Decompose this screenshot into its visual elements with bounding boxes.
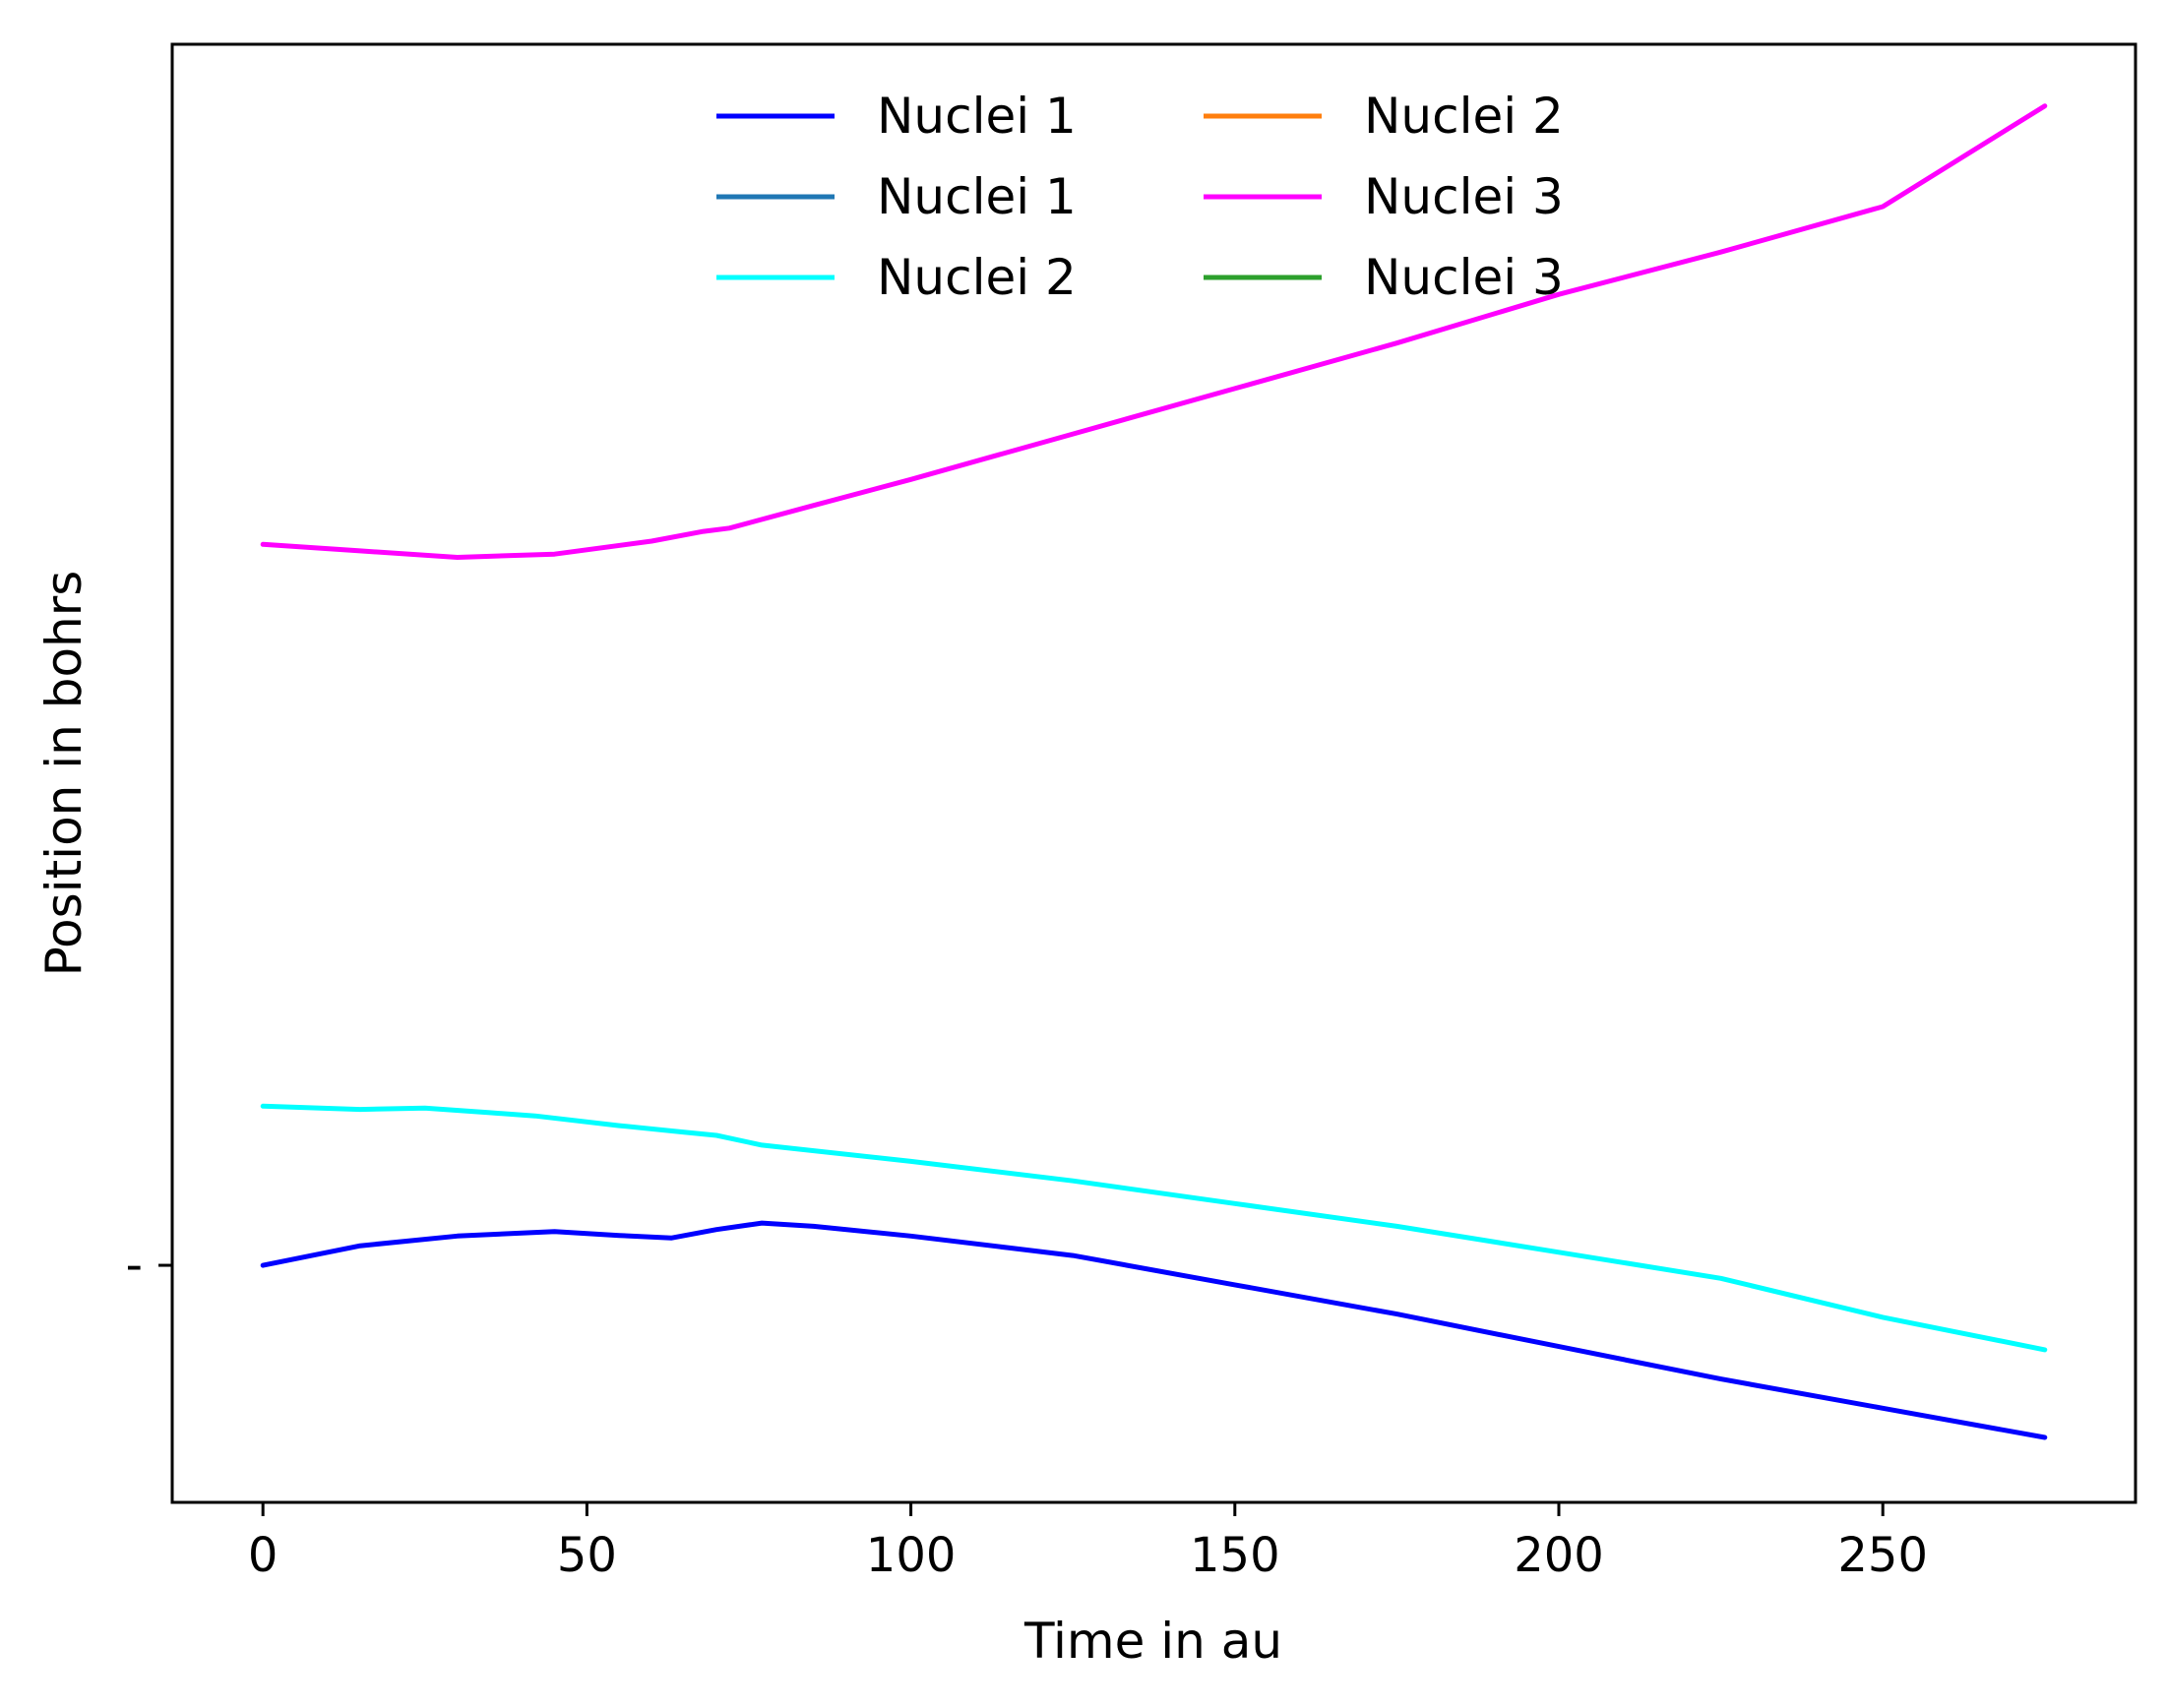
- x-axis-ticks: 0 50 100 150 200 250: [248, 1502, 1928, 1583]
- x-tick-label: 200: [1514, 1528, 1604, 1583]
- y-tick-label: -: [126, 1238, 143, 1293]
- legend-item: Nuclei 3: [1204, 249, 1564, 306]
- legend-item: Nuclei 2: [1204, 88, 1564, 145]
- x-tick-label: 150: [1190, 1528, 1280, 1583]
- y-axis-label: Position in bohrs: [35, 571, 93, 977]
- legend-label: Nuclei 1: [877, 168, 1077, 225]
- series-line-2: [260, 1103, 2048, 1353]
- series-line-4: [260, 103, 2048, 560]
- plot-frame: [170, 42, 2137, 1504]
- plot-background: [172, 44, 2136, 1502]
- legend-label: Nuclei 3: [1364, 168, 1564, 225]
- y-axis-ticks: -: [126, 1238, 172, 1293]
- legend-item: Nuclei 3: [1204, 168, 1564, 225]
- x-tick-label: 50: [557, 1528, 617, 1583]
- series-line-0: [260, 1220, 2048, 1440]
- legend-label: Nuclei 3: [1364, 249, 1564, 306]
- x-tick-label: 100: [866, 1528, 957, 1583]
- legend-label: Nuclei 1: [877, 88, 1077, 145]
- legend-label: Nuclei 2: [877, 249, 1077, 306]
- legend-item: Nuclei 2: [716, 249, 1077, 306]
- series-lines: [260, 103, 2048, 1440]
- legend-item: Nuclei 1: [716, 168, 1077, 225]
- legend-label: Nuclei 2: [1364, 88, 1564, 145]
- legend: Nuclei 1 Nuclei 1 Nuclei 2 Nuclei 2 Nuclei 3…: [716, 88, 1564, 306]
- x-axis-label: Time in au: [1023, 1613, 1282, 1670]
- legend-item: Nuclei 1: [716, 88, 1077, 145]
- x-tick-label: 250: [1837, 1528, 1928, 1583]
- x-tick-label: 0: [248, 1528, 279, 1583]
